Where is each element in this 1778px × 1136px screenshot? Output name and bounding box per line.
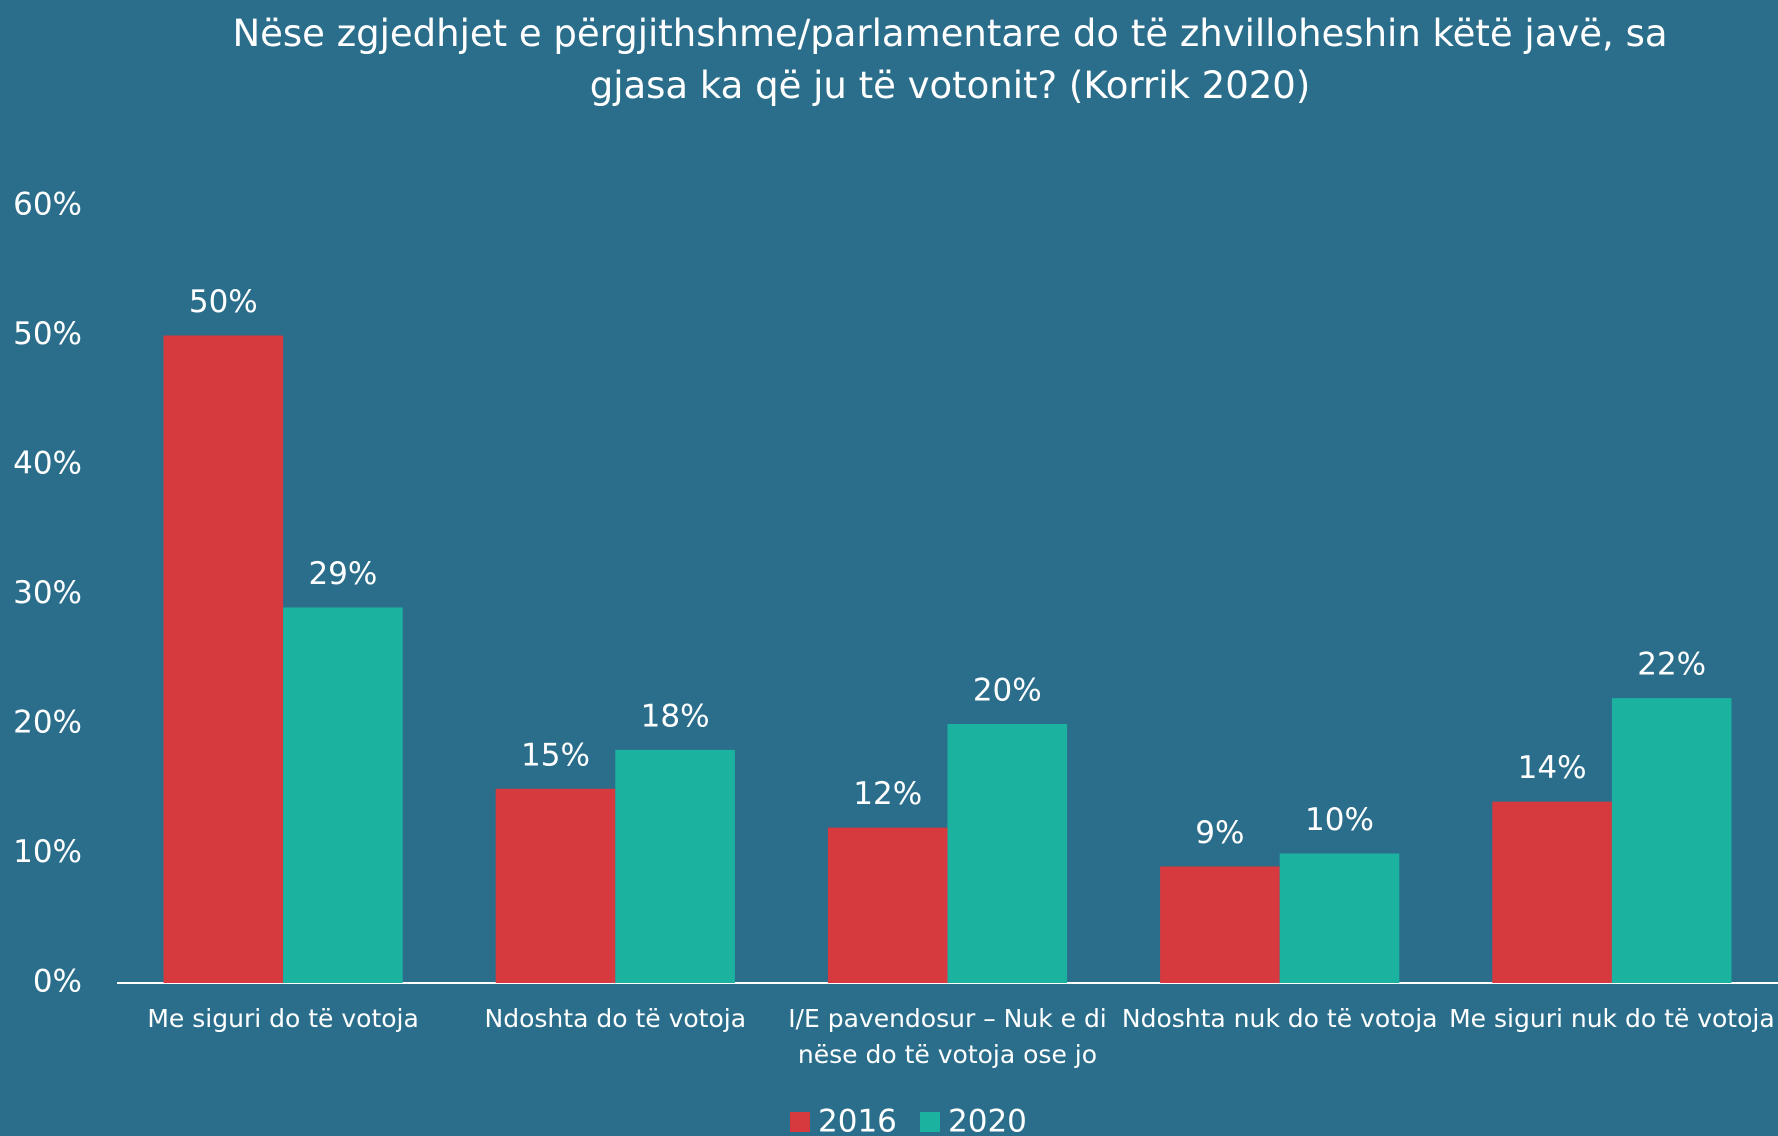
y-tick-label: 40% bbox=[13, 446, 82, 482]
bar bbox=[827, 827, 948, 983]
data-label: 14% bbox=[1518, 750, 1587, 786]
legend-swatch bbox=[920, 1112, 940, 1132]
data-label: 9% bbox=[1195, 815, 1244, 851]
legend-label: 2020 bbox=[948, 1104, 1027, 1136]
bar bbox=[1611, 698, 1732, 983]
y-tick-label: 0% bbox=[33, 964, 82, 1000]
x-tick-label: Ndoshta nuk do të votoja bbox=[1121, 1004, 1438, 1033]
data-label: 20% bbox=[973, 673, 1042, 709]
bar bbox=[1279, 853, 1400, 983]
x-tick-label: Me siguri do të votoja bbox=[147, 1004, 419, 1033]
legend-label: 2016 bbox=[818, 1104, 897, 1136]
x-tick-label: Ndoshta do të votoja bbox=[484, 1004, 747, 1033]
y-tick-label: 30% bbox=[13, 575, 82, 611]
legend-swatch bbox=[790, 1112, 810, 1132]
x-tick-label: Me siguri nuk do të votoja bbox=[1449, 1004, 1775, 1033]
bar bbox=[1492, 801, 1612, 983]
bar bbox=[615, 749, 735, 983]
x-tick-label: I/E pavendosur – Nuk e di nëse do të vot… bbox=[788, 1004, 1107, 1069]
y-tick-label: 50% bbox=[13, 316, 82, 352]
data-label: 15% bbox=[521, 737, 590, 773]
y-tick-label: 60% bbox=[13, 187, 82, 223]
data-label: 22% bbox=[1637, 647, 1706, 683]
data-label: 10% bbox=[1305, 802, 1374, 838]
data-label: 12% bbox=[853, 776, 922, 812]
bar bbox=[1160, 866, 1280, 983]
bar bbox=[947, 724, 1068, 983]
data-label: 50% bbox=[189, 284, 258, 320]
bar bbox=[163, 335, 284, 983]
chart-title: Nëse zgjedhjet e përgjithshme/parlamenta… bbox=[232, 12, 1668, 107]
data-label: 29% bbox=[308, 556, 377, 592]
bar bbox=[495, 788, 616, 983]
y-tick-label: 10% bbox=[13, 834, 82, 870]
bar bbox=[283, 607, 403, 983]
y-tick-label: 20% bbox=[13, 705, 82, 741]
data-label: 18% bbox=[641, 698, 710, 734]
